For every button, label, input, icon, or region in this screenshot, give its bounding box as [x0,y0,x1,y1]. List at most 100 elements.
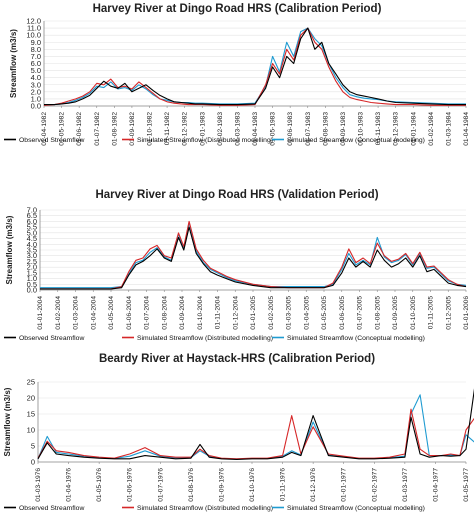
x-tick-label: 01-06-2004 [126,296,133,330]
y-tick-label: 8.0 [31,45,41,54]
x-tick-label: 01-08-2004 [161,296,168,330]
x-tick-label: 01-09-1982 [129,112,136,146]
chart-title: Harvey River at Dingo Road HRS (Calibrat… [93,3,382,15]
y-axis-label: Streamflow (m3/s) [3,387,12,456]
y-tick-label: 0.5 [27,280,37,289]
x-tick-label: 01-01-2006 [463,296,470,330]
y-tick-label: 4.0 [27,240,37,249]
y-tick-label: 6.0 [31,59,41,68]
x-tick-label: 01-06-2005 [339,296,346,330]
x-tick-label: 01-01-1977 [341,468,348,502]
x-tick-label: 01-07-2004 [144,296,151,330]
x-tick-label: 01-09-2005 [392,296,399,330]
x-tick-label: 01-05-1983 [270,112,277,146]
y-tick-label: 5.5 [27,223,37,232]
series-line-2 [43,27,466,106]
legend-label-1: Observed Streamflow [19,505,84,512]
x-tick-label: 01-01-2005 [250,296,257,330]
x-tick-label: 01-04-1983 [252,112,259,146]
x-tick-label: 01-11-2004 [215,296,222,330]
x-tick-label: 01-12-2005 [445,296,452,330]
x-tick-label: 01-12-2004 [232,296,239,330]
y-tick-label: 3.5 [27,246,37,255]
y-tick-label: 2.0 [27,263,37,272]
x-tick-label: 01-05-2004 [108,296,115,330]
x-tick-label: 01-09-1983 [340,112,347,146]
y-tick-label: 3.0 [31,80,41,89]
x-tick-label: 01-01-1983 [199,112,206,146]
x-tick-label: 01-07-1983 [305,112,312,146]
y-tick-label: 4.5 [27,234,37,243]
x-tick-label: 01-07-2005 [357,296,364,330]
x-tick-label: 01-03-2005 [286,296,293,330]
y-tick-label: 3.0 [27,251,37,260]
legend-label-2: Simulated Streamflow (Distributed modell… [137,335,273,342]
x-tick-label: 01-02-1984 [428,112,435,146]
legend-label-2: Simulated Streamflow (Distributed modell… [137,137,273,144]
x-tick-label: 01-01-1984 [410,112,417,146]
x-tick-label: 01-03-1977 [402,468,409,502]
x-tick-label: 01-04-2005 [303,296,310,330]
x-tick-label: 01-05-2005 [321,296,328,330]
x-tick-label: 01-02-1977 [371,468,378,502]
chart-panel-2: Harvey River at Dingo Road HRS (Validati… [4,189,470,342]
series-line-3 [44,27,466,106]
y-tick-label: 7.0 [31,52,41,61]
x-tick-label: 01-11-2005 [428,296,435,330]
legend-label-2: Simulated Streamflow (Distributed modell… [137,505,273,512]
series-line-1 [37,388,474,460]
legend-label-1: Observed Streamflow [19,335,84,342]
x-tick-label: 01-03-2004 [73,296,80,330]
chart-panel-3: Beardy River at Haystack-HRS (Calibratio… [3,353,474,512]
y-tick-label: 7.0 [27,206,37,215]
y-axis-label: Streamflow (m3/s) [5,215,14,284]
x-tick-label: 01-10-1976 [249,468,256,502]
chart-title: Harvey River at Dingo Road HRS (Validati… [95,189,378,201]
x-tick-label: 01-02-2005 [268,296,275,330]
y-tick-label: 0 [31,458,35,467]
x-tick-label: 01-08-1982 [111,112,118,146]
x-tick-label: 01-04-1976 [66,468,73,502]
y-tick-label: 20 [27,394,35,403]
x-tick-label: 01-02-1983 [217,112,224,146]
y-tick-label: 12.0 [26,17,41,26]
x-tick-label: 01-10-2005 [410,296,417,330]
x-tick-label: 01-07-1976 [157,468,164,502]
x-tick-label: 01-11-1983 [375,112,382,146]
x-tick-label: 01-10-2004 [197,296,204,330]
x-tick-label: 01-10-1982 [147,112,154,146]
y-tick-label: 15 [27,410,35,419]
x-tick-label: 01-07-1982 [94,112,101,146]
x-tick-label: 01-04-1984 [463,112,470,146]
x-tick-label: 01-12-1983 [393,112,400,146]
x-tick-label: 01-05-1977 [463,468,470,502]
chart-title: Beardy River at Haystack-HRS (Calibratio… [99,353,375,365]
x-tick-label: 01-05-1976 [96,468,103,502]
legend-label-1: Observed Streamflow [19,137,84,144]
x-tick-label: 01-11-1976 [280,468,287,502]
x-tick-label: 01-01-2004 [37,296,44,330]
y-tick-label: 25 [27,378,35,387]
series-line-2 [40,220,467,290]
legend-label-3: Simulated Streamflow (Conceptual modelli… [287,335,425,342]
y-tick-label: 10 [27,426,35,435]
x-tick-label: 01-09-2004 [179,296,186,330]
y-tick-label: 5 [31,442,35,451]
x-tick-label: 01-06-1983 [287,112,294,146]
y-tick-label: 5.0 [31,66,41,75]
x-tick-label: 01-04-2004 [90,296,97,330]
x-tick-label: 01-04-1977 [432,468,439,502]
y-tick-label: 1.5 [27,268,37,277]
legend-label-3: Simulated Streamflow (Conceptual modelli… [287,137,425,144]
legend-label-3: Simulated Streamflow (Conceptual modelli… [287,505,425,512]
legend: Observed Streamflow Simulated Streamflow … [4,505,425,512]
series-line-1 [40,226,467,290]
x-tick-label: 01-03-1976 [35,468,42,502]
x-tick-label: 01-06-1982 [76,112,83,146]
series-line-3 [40,222,467,289]
x-tick-label: 01-10-1983 [358,112,365,146]
x-tick-label: 01-05-1982 [59,112,66,146]
y-tick-label: 2.5 [27,257,37,266]
series-line-2 [37,408,474,460]
y-tick-label: 4.0 [31,73,41,82]
